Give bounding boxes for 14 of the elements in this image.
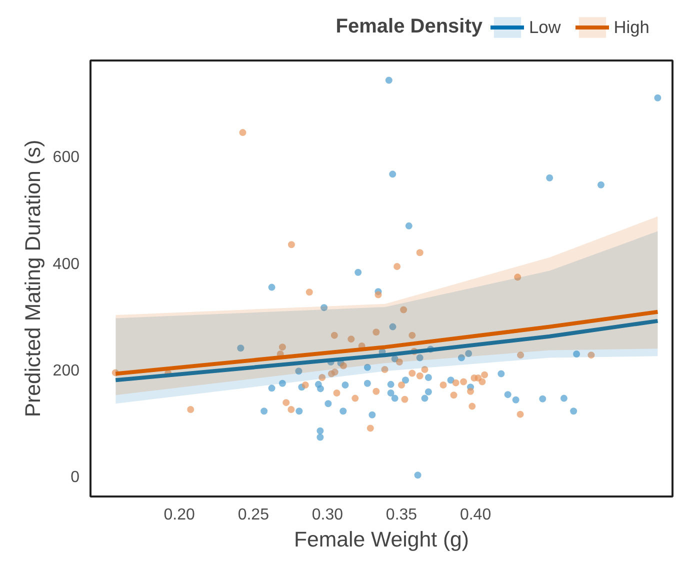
x-tick-label: 0.30 xyxy=(312,506,344,524)
x-tick-label: 0.40 xyxy=(460,506,492,524)
x-axis-title: Female Weight (g) xyxy=(294,528,470,552)
x-tick-label: 0.20 xyxy=(164,506,196,524)
x-tick-label: 0.35 xyxy=(386,506,418,524)
y-tick-label: 200 xyxy=(52,362,80,380)
x-tick-label: 0.25 xyxy=(238,506,270,524)
y-axis-title: Predicted Mating Duration (s) xyxy=(20,140,45,418)
legend-label: High xyxy=(614,16,650,38)
y-tick-label: 400 xyxy=(52,256,80,273)
y-tick-label: 600 xyxy=(52,149,80,166)
legend-label: Low xyxy=(529,16,561,38)
y-tick-label: 0 xyxy=(70,469,80,486)
legend-title: Female Density xyxy=(336,16,484,38)
